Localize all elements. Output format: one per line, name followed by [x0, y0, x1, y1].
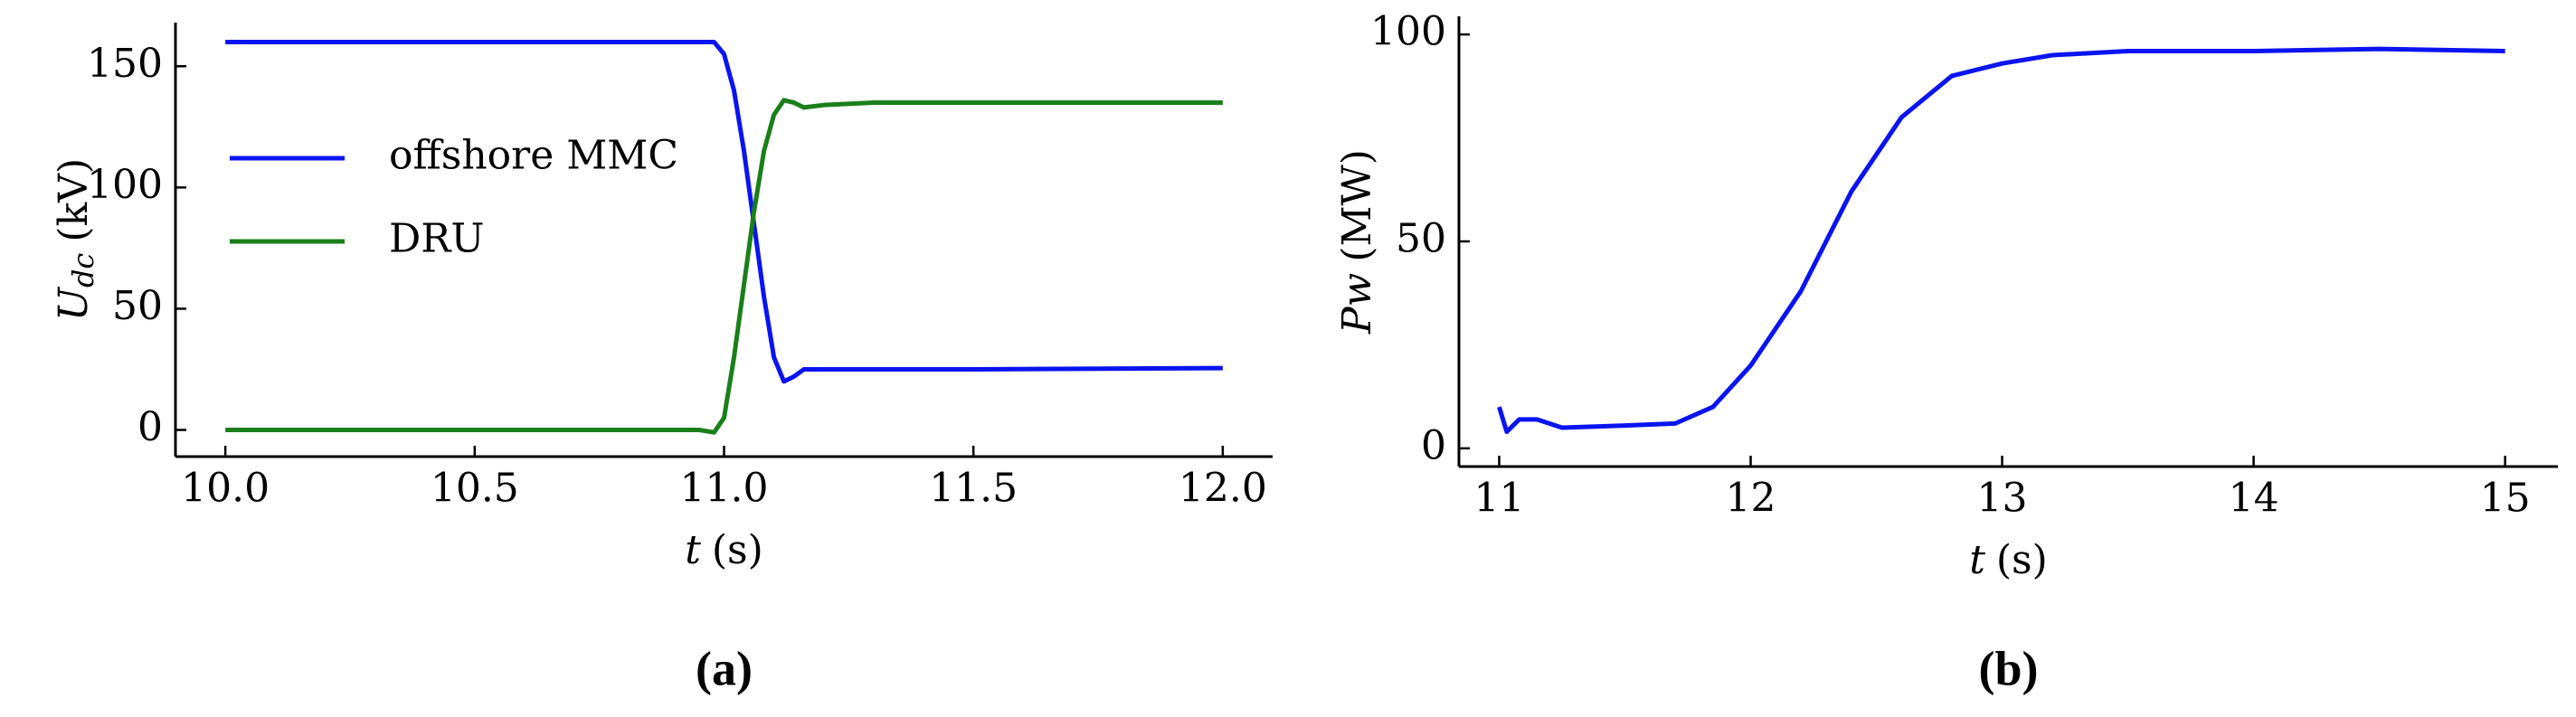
x-tick-label: 14 — [2229, 476, 2279, 522]
legend-label: offshore MMC — [389, 133, 678, 179]
legend-label: DRU — [389, 216, 485, 262]
data-line — [1497, 46, 2505, 435]
y-tick-label: 50 — [1396, 216, 1446, 262]
x-tick-label: 11.0 — [680, 466, 769, 512]
y-tick-label: 100 — [87, 162, 163, 208]
x-tick-label: 11 — [1473, 476, 1524, 522]
caption: (a) — [696, 641, 753, 695]
y-label-symbol: U — [51, 286, 97, 321]
x-tick-label: 13 — [1977, 476, 2028, 522]
y-label-unit: (MW) — [1334, 149, 1380, 262]
data-line — [225, 98, 1223, 435]
x-label-symbol: t — [685, 527, 701, 573]
y-tick-label: 0 — [137, 404, 163, 450]
x-tick-label: 11.5 — [929, 466, 1018, 512]
y-label-symbol: Pw — [1334, 273, 1380, 335]
x-tick-label: 12 — [1726, 476, 1776, 522]
x-tick-label: 10.0 — [181, 466, 270, 512]
data-line — [225, 39, 1223, 384]
x-axis-label: t (s) — [685, 527, 763, 573]
y-tick-label: 50 — [112, 283, 163, 329]
x-label-symbol: t — [1969, 537, 1985, 583]
y-label-subscript: dc — [66, 253, 100, 288]
y-tick-label: 0 — [1421, 422, 1446, 468]
x-tick-label: 15 — [2480, 476, 2531, 522]
y-tick-label: 100 — [1370, 9, 1446, 55]
y-axis-label: Pw (MW) — [1334, 149, 1380, 335]
x-axis-label: t (s) — [1969, 537, 2048, 583]
caption: (b) — [1979, 641, 2039, 695]
x-label-unit: (s) — [1996, 537, 2048, 583]
x-label-unit: (s) — [712, 527, 763, 573]
y-label-unit: (kV) — [51, 158, 97, 242]
x-tick-label: 10.5 — [431, 466, 519, 512]
y-axis-label: Udc (kV) — [51, 158, 100, 321]
y-tick-label: 150 — [87, 41, 163, 87]
x-tick-label: 12.0 — [1179, 466, 1267, 512]
